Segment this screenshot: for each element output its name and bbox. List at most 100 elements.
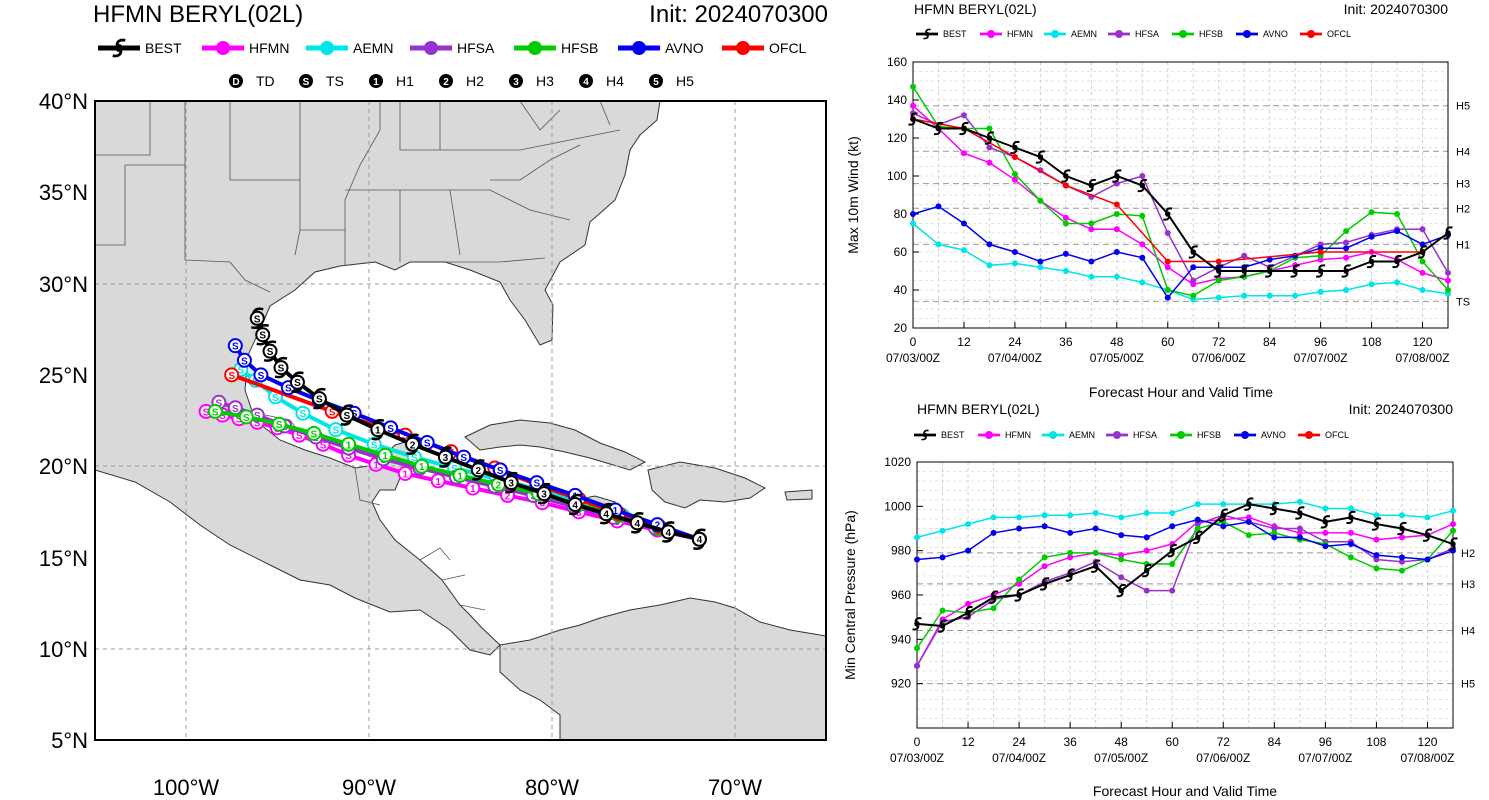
wind-xtick-label: 36 (1059, 335, 1073, 349)
wind-line-aemn (912, 222, 1449, 301)
wind-ytick-label: 140 (887, 93, 907, 107)
pres-xtick-label: 0 (914, 735, 921, 749)
wind-point-avno (1062, 250, 1069, 257)
wind-point-hfsa (1190, 277, 1197, 284)
map-legend-item-hfsb: HFSB (514, 40, 598, 56)
wind-xtick-label: 60 (1161, 335, 1175, 349)
map-legend-marker-hfmn (216, 41, 230, 55)
pres-point-avno (1067, 529, 1074, 536)
map-track-marker-best: S (255, 323, 271, 346)
wind-point-aemn (1266, 292, 1273, 299)
map-track-marker-aemn: S (295, 405, 311, 421)
svg-text:S: S (320, 440, 327, 451)
pres-xtick-label: 84 (1268, 735, 1282, 749)
pres-date-label: 07/06/00Z (1196, 751, 1250, 765)
wind-point-hfsa (960, 112, 967, 119)
svg-text:S: S (212, 407, 219, 418)
pres-point-hfsb (1169, 560, 1176, 567)
map-legend-item-ofcl: OFCL (722, 40, 807, 56)
wind-point-avno (910, 211, 916, 217)
wind-point-aemn (960, 247, 967, 254)
pres-point-hfsa (1169, 587, 1176, 594)
pres-legend-marker-hfmn (985, 431, 993, 439)
pres-line-hfsa (916, 514, 1454, 667)
pres-legend-marker-hfsa (1113, 431, 1121, 439)
wind-point-hfmn (1343, 254, 1350, 261)
pres-point-hfmn (1016, 580, 1023, 587)
wind-legend-marker-hfmn (987, 30, 995, 38)
pres-xtick-label: 36 (1063, 735, 1077, 749)
svg-text:S: S (254, 411, 261, 422)
pres-point-best (1193, 530, 1203, 545)
pres-ytick-label: 920 (891, 677, 911, 691)
map-track-marker-best: S (273, 356, 289, 379)
intensity-legend-td: D TD (229, 73, 275, 89)
pres-legend-marker-aemn (1049, 431, 1057, 439)
pres-point-aemn (1118, 514, 1125, 521)
intensity-symbol-ts: S (303, 77, 310, 88)
pres-xtick-label: 96 (1319, 735, 1333, 749)
pres-point-avno (1424, 556, 1431, 563)
map-land (95, 101, 826, 740)
pres-point-hfmn (1322, 529, 1329, 536)
wind-point-hfsb (1394, 211, 1401, 217)
svg-text:1: 1 (373, 460, 379, 471)
svg-text:S: S (311, 429, 318, 440)
pres-point-aemn (1092, 509, 1099, 516)
wind-point-aemn (1317, 288, 1324, 295)
wind-point-avno (1088, 258, 1095, 265)
pres-point-hfsa (1296, 525, 1303, 532)
pres-xtick-label: 120 (1417, 735, 1437, 749)
wind-point-avno (1368, 233, 1375, 240)
wind-point-hfmn (1419, 269, 1426, 276)
intensity-legend-h1: 1 H1 (369, 73, 414, 89)
pres-point-avno (1296, 534, 1303, 541)
wind-ytick-label: 100 (887, 169, 907, 183)
intensity-symbol-h5: 5 (653, 77, 659, 88)
wind-point-hfsa (1445, 269, 1451, 276)
map-legend-marker-hfsa (424, 41, 438, 55)
lon-label-70w: 70°W (708, 775, 762, 800)
wind-point-best (1086, 178, 1097, 193)
wind-point-hfsb (910, 83, 916, 90)
svg-text:S: S (411, 453, 418, 464)
pres-series-hfsa (914, 512, 1456, 669)
wind-legend-item-aemn: AEMN (1044, 29, 1097, 39)
svg-text:1: 1 (346, 440, 352, 451)
wind-legend-item-best: BEST (916, 28, 967, 40)
pres-point-hfmn (1041, 563, 1048, 570)
map-track-marker-best: 3 (536, 482, 552, 505)
pres-series-best (912, 497, 1458, 633)
wind-point-avno (986, 241, 993, 248)
intensity-legend-h3: 3 H3 (509, 73, 554, 89)
pres-point-best (1422, 528, 1433, 542)
pres-point-hfsa (1143, 587, 1150, 594)
svg-text:S: S (316, 395, 323, 406)
map-track-marker-hfsb: S (271, 416, 287, 432)
pres-point-aemn (1194, 501, 1201, 508)
wind-point-hfsb (1037, 197, 1044, 204)
us-state-borders (95, 101, 621, 611)
wind-date-label: 07/07/00Z (1294, 351, 1348, 365)
map-track-marker-avno: S (236, 352, 252, 368)
wind-point-hfsb (1088, 220, 1095, 227)
lon-label-90w: 90°W (342, 775, 396, 800)
wind-xtick-label: 72 (1212, 335, 1226, 349)
wind-threshold-label: H5 (1456, 101, 1470, 113)
wind-point-aemn (1394, 279, 1401, 286)
wind-point-hfsa (1343, 239, 1350, 246)
pres-date-label: 07/08/00Z (1400, 751, 1454, 765)
wind-point-aemn (1343, 287, 1350, 293)
map-track-marker-best: S (289, 371, 305, 393)
pres-legend-item-hfsa: HFSA (1106, 430, 1157, 440)
pres-xtick-label: 108 (1366, 735, 1386, 749)
wind-point-avno (1266, 256, 1273, 263)
map-legend-label-avno: AVNO (665, 40, 704, 56)
intensity-legend-h4: 4 H4 (579, 73, 624, 89)
pres-point-avno (939, 554, 946, 561)
wind-ytick-label: 20 (894, 321, 908, 335)
wind-chart-ylabel: Max 10m Wind (kt) (845, 136, 861, 253)
pres-point-avno (1322, 543, 1329, 550)
pres-legend-label-hfsb: HFSB (1197, 430, 1221, 440)
pres-threshold-label: H5 (1461, 679, 1475, 691)
